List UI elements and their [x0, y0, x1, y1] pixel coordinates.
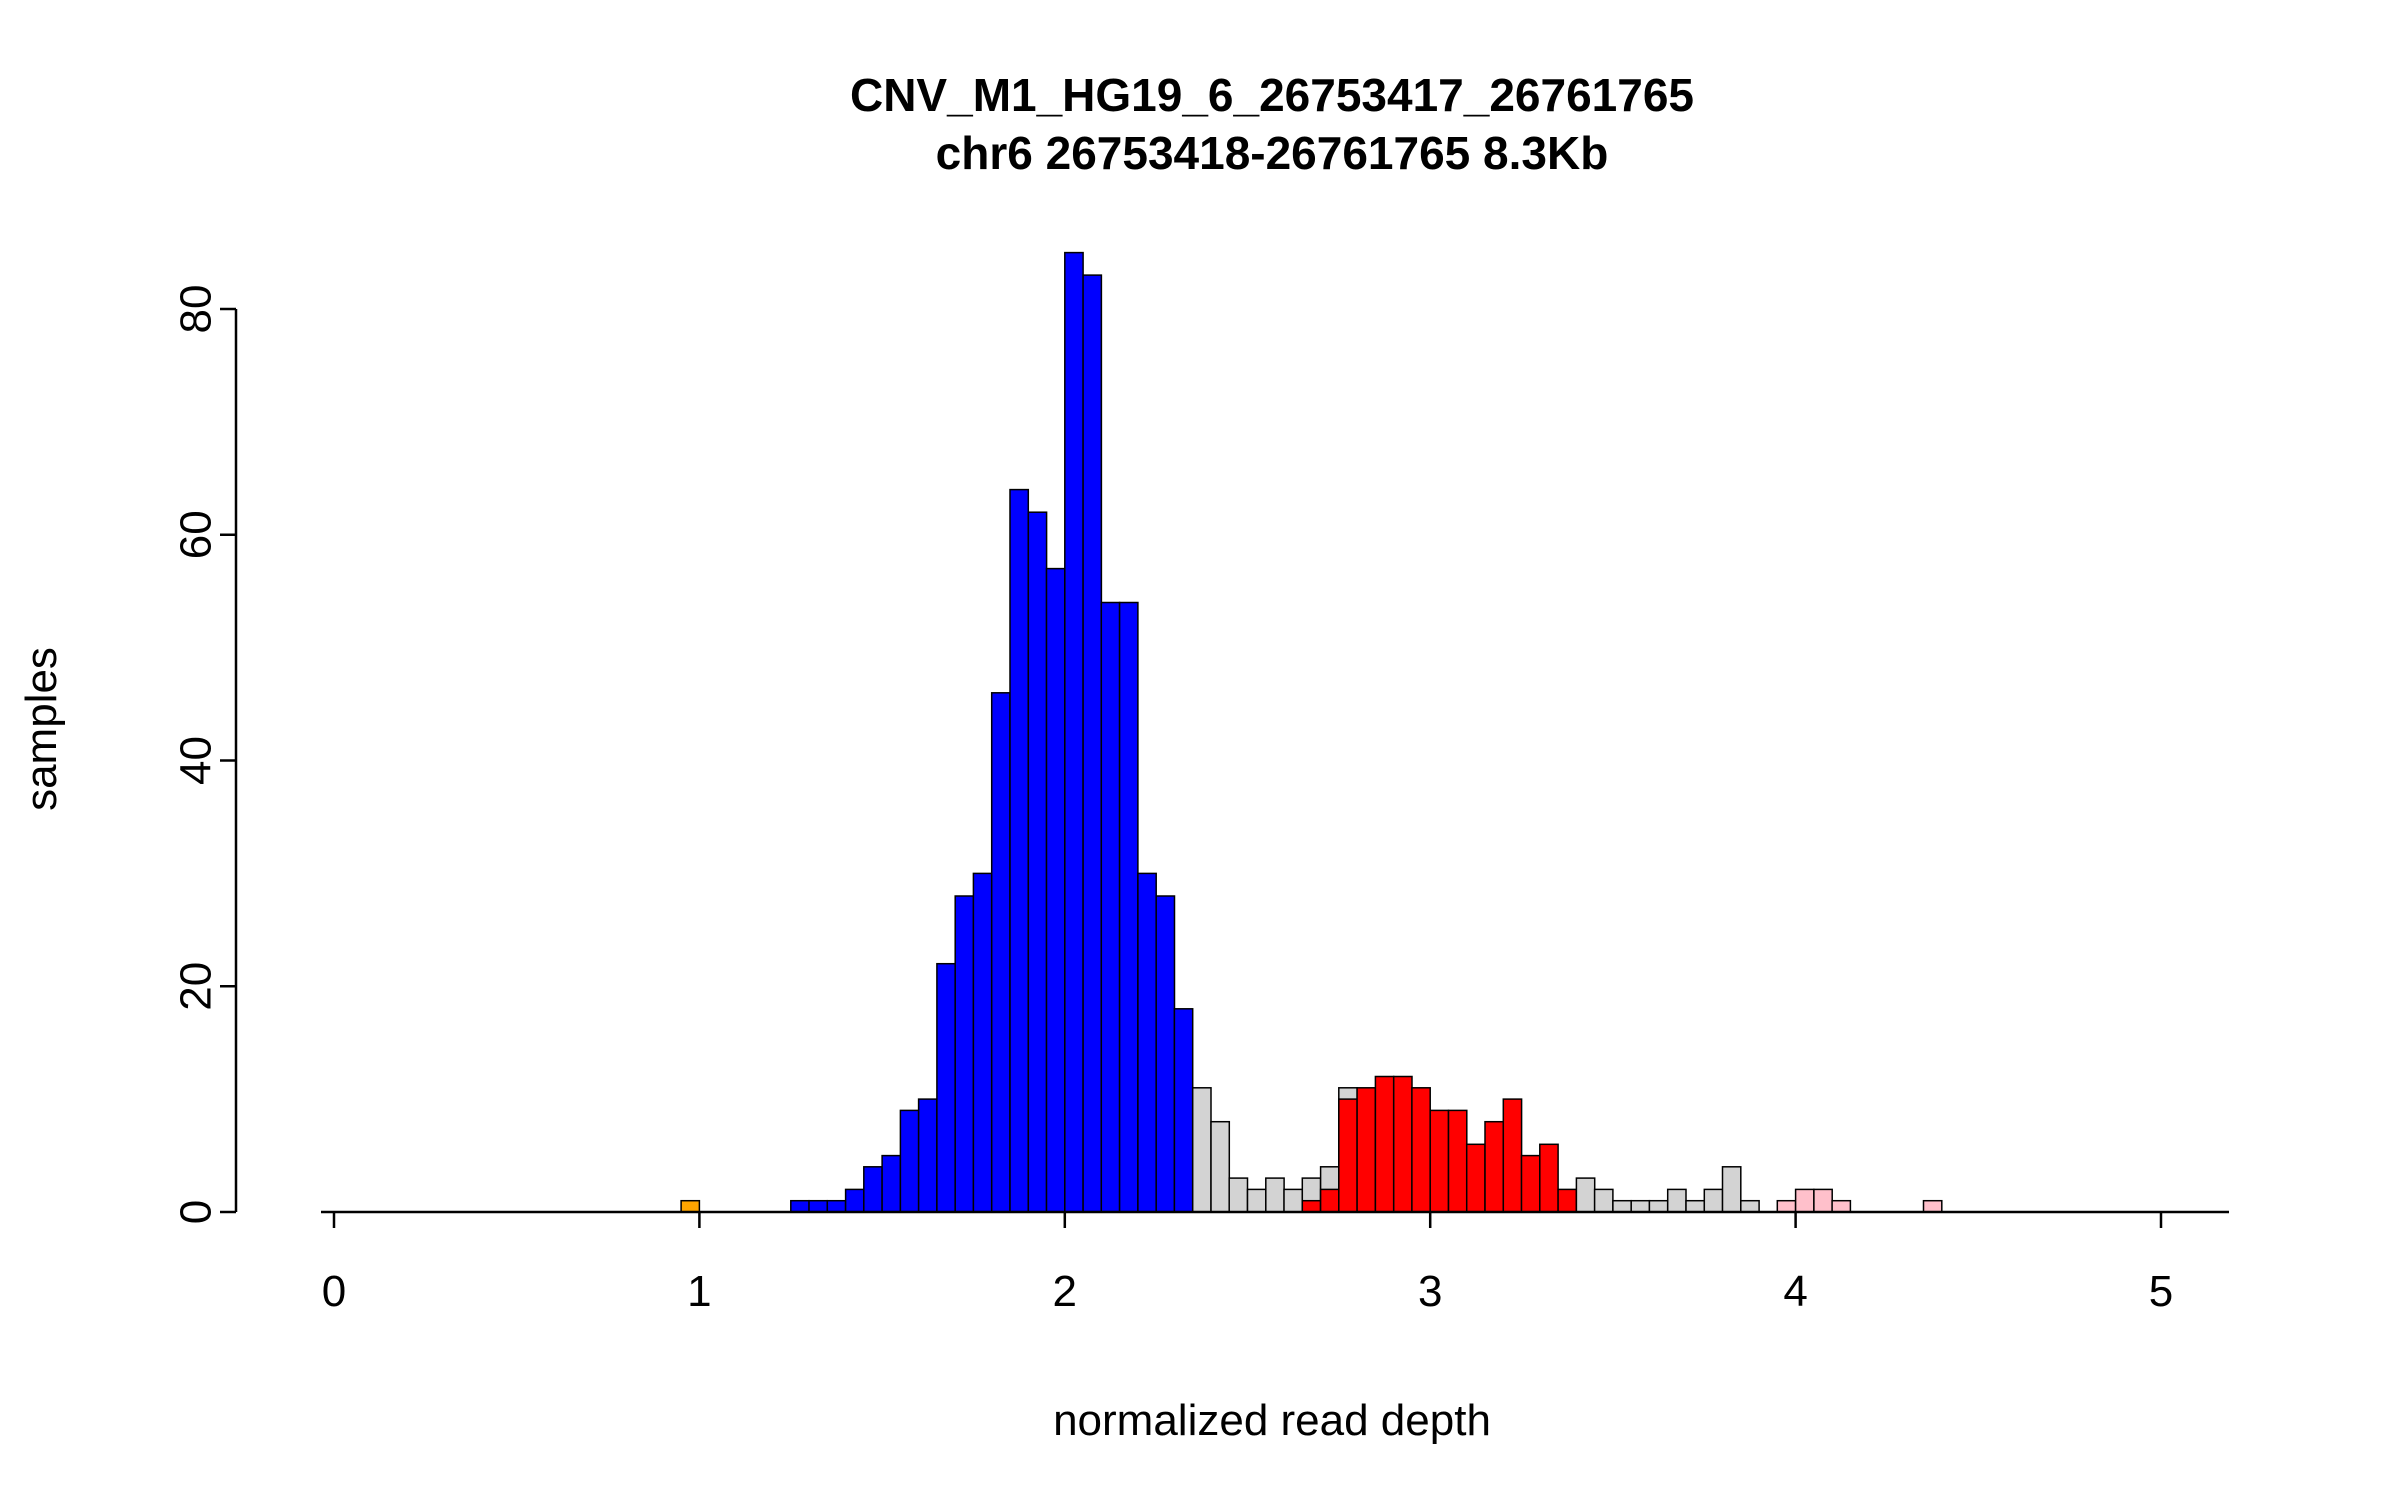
histogram-bar — [881, 1154, 902, 1213]
histogram-bar — [1155, 895, 1176, 1213]
histogram-bar — [1283, 1188, 1304, 1213]
histogram-bar — [1502, 1098, 1523, 1213]
y-tick-label: 40 — [172, 736, 221, 785]
histogram-bar — [1082, 274, 1103, 1213]
histogram-bar — [1027, 511, 1048, 1213]
histogram-bar — [680, 1199, 701, 1213]
histogram-bar — [1045, 567, 1066, 1213]
histogram-bar — [1100, 601, 1121, 1213]
y-tick-label: 0 — [172, 1200, 221, 1224]
histogram-bar — [1118, 601, 1139, 1213]
histogram-bar — [1813, 1188, 1833, 1213]
histogram-bar — [1575, 1177, 1596, 1213]
histogram-bar — [1228, 1177, 1249, 1213]
histogram-bar — [972, 872, 993, 1213]
histogram-bar — [1557, 1188, 1578, 1213]
histogram-bar — [1064, 251, 1084, 1213]
histogram-bar — [1137, 872, 1157, 1213]
histogram-bar — [1648, 1199, 1669, 1213]
histogram-bar — [1356, 1087, 1377, 1213]
histogram-bar — [1465, 1143, 1486, 1213]
histogram-bar — [1191, 1087, 1212, 1213]
histogram-bar — [1630, 1199, 1651, 1213]
histogram-bar — [863, 1166, 883, 1213]
histogram-bar — [1539, 1143, 1559, 1213]
histogram-bar — [1392, 1075, 1413, 1213]
x-tick-label: 4 — [1783, 1267, 1807, 1316]
y-tick-label: 60 — [172, 510, 221, 559]
histogram-bar — [990, 692, 1011, 1213]
histogram-bar — [826, 1199, 847, 1213]
histogram-bar — [1429, 1109, 1450, 1213]
x-tick-label: 1 — [687, 1267, 711, 1316]
histogram-bar — [1612, 1199, 1632, 1213]
histogram-bar — [1301, 1199, 1322, 1213]
x-tick-label: 2 — [1053, 1267, 1077, 1316]
histogram-bar — [790, 1199, 810, 1213]
histogram-bar — [1922, 1199, 1943, 1213]
x-tick-label: 3 — [1418, 1267, 1442, 1316]
histogram-bar — [917, 1098, 938, 1213]
histogram-bar — [1374, 1075, 1395, 1213]
histogram-bar — [1210, 1120, 1231, 1213]
histogram-bar — [1009, 488, 1030, 1213]
histogram-bar — [954, 895, 975, 1213]
histogram-bar — [1740, 1199, 1760, 1213]
x-tick-label: 0 — [322, 1267, 346, 1316]
histogram-bar — [1831, 1199, 1852, 1213]
histogram-bar — [1776, 1199, 1797, 1213]
histogram-bar — [1593, 1188, 1614, 1213]
histogram-bar — [1721, 1166, 1742, 1213]
histogram-bar — [1338, 1098, 1358, 1213]
histogram-bar — [1685, 1199, 1706, 1213]
chart-subtitle: chr6 26753418-26761765 8.3Kb — [935, 127, 1609, 179]
histogram-bar — [1246, 1188, 1267, 1213]
histogram-bar — [1447, 1109, 1468, 1213]
histogram-bar — [899, 1109, 920, 1213]
histogram-bar — [808, 1199, 829, 1213]
chart-title: CNV_M1_HG19_6_26753417_26761765 — [849, 69, 1694, 121]
histogram-bar — [1794, 1188, 1815, 1213]
histogram-bar — [1666, 1188, 1687, 1213]
histogram-bar — [1265, 1177, 1285, 1213]
histogram-bar — [1319, 1188, 1340, 1213]
histogram-bar — [1520, 1154, 1541, 1213]
histogram-bar — [1484, 1120, 1505, 1213]
histogram-bar — [1173, 1008, 1194, 1213]
y-tick-label: 80 — [172, 285, 221, 334]
histogram-bar — [936, 962, 956, 1213]
x-axis-label: normalized read depth — [1053, 1396, 1491, 1445]
y-tick-label: 20 — [172, 962, 221, 1011]
histogram-bar — [1703, 1188, 1724, 1213]
histogram-bar — [844, 1188, 865, 1213]
x-tick-label: 5 — [2149, 1267, 2173, 1316]
histogram-bar — [1411, 1087, 1431, 1213]
